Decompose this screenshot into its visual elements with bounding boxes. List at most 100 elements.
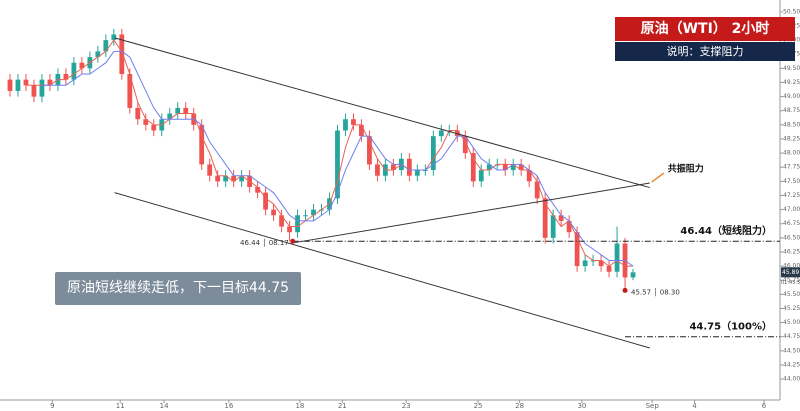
candle-body xyxy=(39,79,45,97)
candle-body xyxy=(343,119,348,131)
trendline xyxy=(114,192,650,349)
candle-body xyxy=(79,62,85,69)
candle-body xyxy=(279,215,284,227)
candle-body xyxy=(15,79,21,91)
candle-body xyxy=(231,175,237,182)
candle-body xyxy=(207,164,213,176)
candle-body xyxy=(542,198,548,238)
candle-body xyxy=(518,164,524,171)
candle-body xyxy=(127,74,133,108)
y-tick-label: 49.50 xyxy=(783,65,800,72)
y-tick-label: 47.25 xyxy=(783,192,800,199)
callout: 原油短线继续走低，下一目标44.75 xyxy=(55,272,301,305)
trendline xyxy=(114,37,650,189)
marker-label: 46.44 │ 08.17 xyxy=(240,238,289,247)
y-tick-label: 45.75 xyxy=(783,277,800,284)
x-tick-label: 25 xyxy=(474,402,483,410)
level-label: 44.75（100%） xyxy=(689,320,772,333)
x-tick-label: Sep xyxy=(646,402,660,410)
candle-body xyxy=(183,107,189,114)
x-tick-label: 23 xyxy=(402,402,411,410)
candle-body xyxy=(303,215,308,217)
moving-average xyxy=(25,39,634,267)
y-tick-label: 44.50 xyxy=(783,347,800,354)
marker-label: 45.57 │ 08.30 xyxy=(631,287,680,296)
y-tick-label: 44.00 xyxy=(783,376,800,383)
subtitle-box: 说明：支撑阻力 xyxy=(615,42,795,61)
y-tick-label: 44.25 xyxy=(783,361,800,368)
last-price: 45.89 xyxy=(782,269,799,276)
y-tick-label: 50.50 xyxy=(783,8,800,15)
candle-body xyxy=(430,136,436,171)
y-tick-label: 46.75 xyxy=(783,220,800,227)
candle-body xyxy=(111,34,117,41)
y-tick-label: 44.75 xyxy=(783,333,800,340)
x-tick-label: 18 xyxy=(295,402,304,410)
candle-body xyxy=(351,119,356,125)
candle-body xyxy=(135,107,141,120)
y-tick-label: 45.50 xyxy=(783,291,800,298)
candle-body xyxy=(119,34,125,75)
x-tick-label: 28 xyxy=(515,402,524,410)
candle-body xyxy=(143,119,149,125)
title-box: 原油（WTI） 2小时 xyxy=(615,17,795,41)
candle-body xyxy=(582,260,588,267)
y-tick-label: 49.25 xyxy=(783,79,800,86)
candle-body xyxy=(239,175,245,182)
candle-body xyxy=(199,124,205,165)
y-tick-label: 45.00 xyxy=(783,319,800,326)
annotation-label: 共振阻力 xyxy=(668,163,704,175)
level-label: 46.44（短线阻力） xyxy=(680,224,772,237)
candle-body xyxy=(263,192,268,210)
candle-body xyxy=(359,124,364,137)
candle-body xyxy=(167,113,173,120)
y-tick-label: 48.50 xyxy=(783,121,800,128)
y-tick-label: 48.75 xyxy=(783,107,800,114)
moving-average xyxy=(41,50,634,267)
annotation-arrow xyxy=(651,172,665,183)
candle-body xyxy=(151,124,157,131)
candle-body xyxy=(311,209,316,216)
candle-body xyxy=(414,170,420,176)
candle-body xyxy=(223,175,229,182)
candle-body xyxy=(95,51,101,58)
candle-body xyxy=(255,187,260,193)
candle-body xyxy=(534,181,540,199)
trendline xyxy=(292,182,650,244)
candle-body xyxy=(462,136,468,154)
x-tick-label: 30 xyxy=(577,402,586,410)
candle-body xyxy=(287,226,292,233)
candle-body xyxy=(486,164,492,171)
x-tick-label: 9 xyxy=(50,402,54,410)
x-tick-label: 14 xyxy=(160,402,169,410)
candle-body xyxy=(630,272,636,278)
candle-body xyxy=(566,220,572,233)
candle-body xyxy=(550,215,556,238)
y-tick-label: 45.25 xyxy=(783,305,800,312)
candle-body xyxy=(23,79,29,86)
candle-body xyxy=(71,62,77,80)
y-tick-label: 46.50 xyxy=(783,234,800,241)
candle-body xyxy=(598,260,604,267)
candle-body xyxy=(295,215,300,233)
countdown: 01:45:51 xyxy=(781,280,800,286)
candle-body xyxy=(7,79,13,91)
candle-body xyxy=(406,158,412,176)
x-tick-label: 11 xyxy=(116,402,125,410)
y-tick-label: 47.50 xyxy=(783,178,800,185)
candle-body xyxy=(390,164,396,171)
candle-body xyxy=(103,40,109,52)
candle-body xyxy=(47,79,53,86)
candle-body xyxy=(438,130,444,137)
candle-body xyxy=(175,107,181,114)
candle-body xyxy=(470,153,476,182)
candle-body xyxy=(614,243,620,272)
y-tick-label: 46.25 xyxy=(783,248,800,255)
candle-body xyxy=(478,170,484,182)
candle-body xyxy=(502,164,508,171)
x-tick-label: 4 xyxy=(692,402,697,410)
x-tick-label: 6 xyxy=(762,402,767,410)
